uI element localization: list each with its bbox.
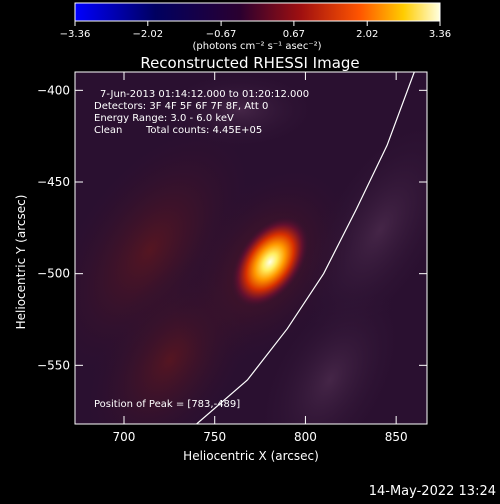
colorbar-tick-label: 0.67 [283, 29, 305, 40]
plot-frame [74, 71, 428, 425]
colorbar-ticks: −3.36 −2.02 −0.67 0.67 2.02 3.36 [60, 21, 451, 40]
heatmap-image [75, 72, 427, 424]
annotation-detectors: Detectors: 3F 4F 5F 6F 7F 8F, Att 0 [94, 101, 268, 112]
footer-timestamp: 14-May-2022 13:24 [369, 484, 496, 499]
x-axis-label: Heliocentric X (arcsec) [183, 449, 319, 463]
colorbar [74, 2, 441, 22]
chart-title: Reconstructed RHESSI Image [140, 54, 359, 72]
axes: 700 750 800 850 −400 −450 −500 −550 [37, 72, 427, 444]
x-tick-label: 800 [294, 430, 317, 444]
y-tick-label: −400 [37, 83, 70, 97]
colorbar-tick-label: 3.36 [429, 29, 451, 40]
solar-limb [196, 72, 415, 424]
annotation-algorithm: Clean [94, 125, 122, 136]
y-axis-label: Heliocentric Y (arcsec) [14, 195, 28, 330]
peak-hotspot [230, 215, 310, 309]
x-tick-label: 750 [203, 430, 226, 444]
x-tick-label: 700 [113, 430, 136, 444]
colorbar-tick-label: −3.36 [60, 29, 91, 40]
annotation-energy: Energy Range: 3.0 - 6.0 keV [94, 113, 234, 124]
colorbar-unit-label: (photons cm⁻² s⁻¹ asec⁻²) [192, 41, 321, 52]
annotation-time: 7-Jun-2013 01:14:12.000 to 01:20:12.000 [100, 89, 309, 100]
peak-position-label: Position of Peak = [783,-489] [94, 399, 240, 410]
colorbar-tick-label: −2.02 [132, 29, 163, 40]
y-tick-label: −450 [37, 175, 70, 189]
annotation-counts: Total counts: 4.45E+05 [145, 125, 262, 136]
colorbar-tick-label: −0.67 [206, 29, 237, 40]
y-tick-label: −500 [37, 267, 70, 281]
y-tick-label: −550 [37, 358, 70, 372]
x-tick-label: 850 [385, 430, 408, 444]
colorbar-tick-label: 2.02 [356, 29, 378, 40]
